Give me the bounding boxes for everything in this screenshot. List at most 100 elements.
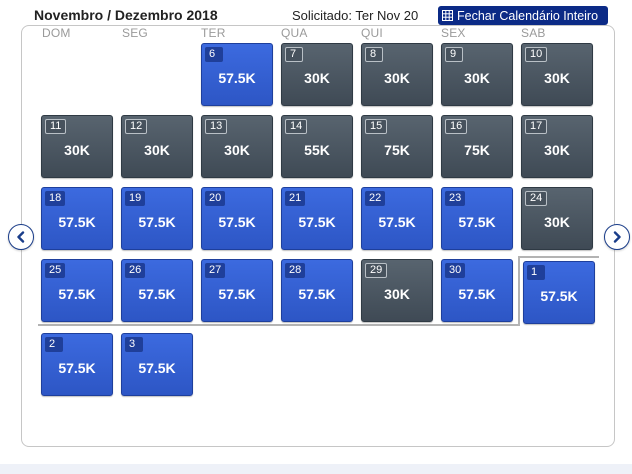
day-cell[interactable]: 11 30K (41, 115, 113, 178)
day-cell[interactable]: 26 57.5K (121, 259, 193, 322)
day-number: 11 (45, 119, 67, 134)
day-cell[interactable]: 22 57.5K (361, 187, 433, 250)
day-cell[interactable]: 12 30K (121, 115, 193, 178)
day-number: 6 (205, 47, 223, 62)
day-number: 21 (285, 191, 306, 206)
day-number: 14 (285, 119, 308, 134)
weekday-thu: QUI (361, 26, 383, 40)
fare-price: 30K (144, 142, 170, 158)
day-cell[interactable]: 13 30K (201, 115, 273, 178)
day-cell[interactable]: 25 57.5K (41, 259, 113, 322)
fare-price: 57.5K (58, 214, 96, 230)
day-number: 1 (527, 265, 545, 280)
day-number: 26 (125, 263, 146, 278)
requested-date: Solicitado: Ter Nov 20 (292, 8, 419, 23)
weekday-mon: SEG (122, 26, 148, 40)
calendar-grid-icon (442, 10, 453, 21)
fare-price: 57.5K (540, 288, 578, 304)
fare-price: 30K (464, 70, 490, 86)
page-bottom-strip (0, 464, 632, 474)
weekday-sat: SAB (521, 26, 546, 40)
fare-price: 30K (384, 70, 410, 86)
month-title: Novembro / Dezembro 2018 (34, 7, 218, 23)
day-number: 30 (445, 263, 466, 278)
fare-price: 57.5K (218, 70, 256, 86)
day-number: 15 (365, 119, 388, 134)
day-cell[interactable]: 23 57.5K (441, 187, 513, 250)
day-cell[interactable]: 1 57.5K (523, 261, 595, 324)
day-cell[interactable]: 10 30K (521, 43, 593, 106)
day-number: 7 (285, 47, 303, 62)
weekday-fri: SEX (441, 26, 466, 40)
day-number: 20 (205, 191, 226, 206)
day-cell[interactable]: 28 57.5K (281, 259, 353, 322)
fare-price: 30K (544, 142, 570, 158)
fare-price: 30K (64, 142, 90, 158)
day-number: 19 (125, 191, 146, 206)
fare-price: 57.5K (378, 214, 416, 230)
day-cell[interactable]: 8 30K (361, 43, 433, 106)
day-cell[interactable]: 17 30K (521, 115, 593, 178)
fare-price: 57.5K (58, 360, 96, 376)
month-separator (38, 324, 519, 326)
day-number: 22 (365, 191, 386, 206)
day-cell[interactable]: 19 57.5K (121, 187, 193, 250)
day-number: 17 (525, 119, 548, 134)
fare-price: 57.5K (218, 286, 256, 302)
day-cell[interactable]: 6 57.5K (201, 43, 273, 106)
day-number: 23 (445, 191, 466, 206)
fare-price: 55K (304, 142, 330, 158)
weekday-tue: TER (201, 26, 226, 40)
fare-price: 57.5K (138, 286, 176, 302)
next-button[interactable] (604, 224, 630, 250)
fare-price: 57.5K (138, 360, 176, 376)
fare-price: 30K (304, 70, 330, 86)
day-cell[interactable]: 16 75K (441, 115, 513, 178)
day-number: 9 (445, 47, 463, 62)
day-cell[interactable]: 7 30K (281, 43, 353, 106)
day-cell[interactable]: 2 57.5K (41, 333, 113, 396)
day-number: 25 (45, 263, 66, 278)
day-cell[interactable]: 3 57.5K (121, 333, 193, 396)
day-number: 24 (525, 191, 548, 206)
day-number: 10 (525, 47, 548, 62)
fare-price: 57.5K (298, 214, 336, 230)
fare-price: 75K (384, 142, 410, 158)
weekday-sun: DOM (42, 26, 71, 40)
day-number: 8 (365, 47, 383, 62)
fare-price: 57.5K (458, 214, 496, 230)
close-full-calendar-button[interactable]: Fechar Calendário Inteiro (438, 6, 608, 25)
day-cell[interactable]: 18 57.5K (41, 187, 113, 250)
day-cell[interactable]: 29 30K (361, 259, 433, 322)
fare-price: 30K (384, 286, 410, 302)
day-number: 2 (45, 337, 63, 352)
close-full-calendar-label: Fechar Calendário Inteiro (457, 8, 599, 23)
day-cell[interactable]: 21 57.5K (281, 187, 353, 250)
fare-price: 30K (544, 214, 570, 230)
day-number: 29 (365, 263, 388, 278)
day-number: 3 (125, 337, 143, 352)
previous-button[interactable] (8, 224, 34, 250)
day-cell[interactable]: 9 30K (441, 43, 513, 106)
day-cell[interactable]: 27 57.5K (201, 259, 273, 322)
fare-price: 30K (544, 70, 570, 86)
day-cell[interactable]: 20 57.5K (201, 187, 273, 250)
day-cell[interactable]: 14 55K (281, 115, 353, 178)
fare-price: 75K (464, 142, 490, 158)
day-number: 28 (285, 263, 306, 278)
fare-price: 57.5K (298, 286, 336, 302)
day-cell[interactable]: 15 75K (361, 115, 433, 178)
day-cell[interactable]: 24 30K (521, 187, 593, 250)
weekday-wed: QUA (281, 26, 308, 40)
month-separator (518, 256, 599, 258)
day-number: 18 (45, 191, 66, 206)
day-cell[interactable]: 30 57.5K (441, 259, 513, 322)
fare-price: 57.5K (218, 214, 256, 230)
day-number: 16 (445, 119, 468, 134)
fare-price: 57.5K (138, 214, 176, 230)
fare-price: 57.5K (458, 286, 496, 302)
day-number: 27 (205, 263, 226, 278)
fare-price: 30K (224, 142, 250, 158)
day-number: 12 (125, 119, 148, 134)
chevron-left-icon (17, 231, 25, 243)
